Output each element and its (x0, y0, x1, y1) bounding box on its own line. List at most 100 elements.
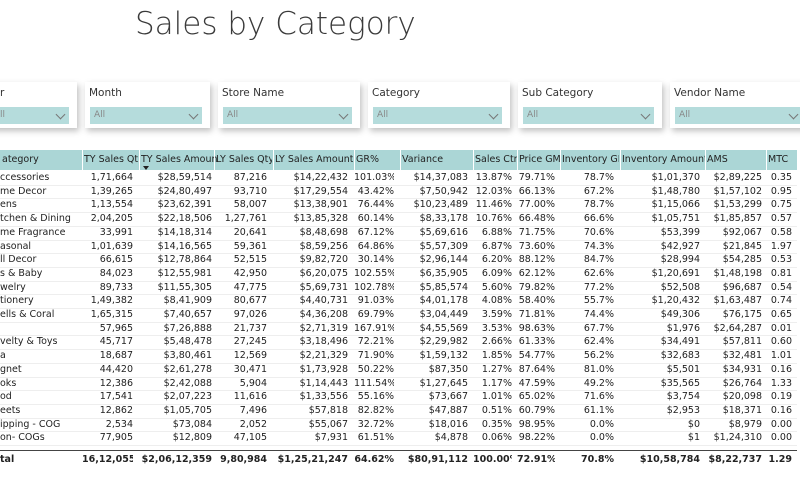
table-cell: 1,27,761 (224, 213, 267, 225)
table-cell: $2,61,278 (163, 363, 212, 375)
table-cell: 57,965 (99, 322, 133, 334)
slicer-dropdown[interactable]: All (675, 107, 800, 124)
table-cell: 0.06% (481, 432, 512, 444)
table-cell: $4,878 (434, 432, 468, 444)
column-header[interactable]: AMS (707, 154, 728, 165)
table-cell: $32,481 (722, 350, 762, 362)
column-header[interactable]: ategory (2, 154, 39, 165)
table-cell: $3,754 (666, 391, 700, 403)
table-cell: 0.75 (770, 199, 792, 211)
column-divider (560, 150, 561, 170)
column-divider (139, 150, 140, 170)
table-cell: 97,026 (233, 309, 267, 320)
table-cell: $1,57,102 (713, 185, 762, 197)
table-cell: $7,931 (314, 432, 348, 444)
table-cell: 100.00% (473, 454, 512, 465)
column-divider (273, 150, 274, 170)
column-header[interactable]: GR% (356, 154, 379, 165)
slicer-dropdown[interactable]: All (90, 107, 202, 124)
slicer: r ll (0, 82, 77, 128)
table-cell: 17,541 (99, 391, 133, 403)
slicer: Store Name All (218, 82, 360, 128)
table-cell: $5,85,574 (419, 281, 468, 293)
table-cell: 30,471 (233, 363, 267, 375)
table-cell: 0.95 (770, 185, 792, 197)
table-cell: $3,80,461 (163, 350, 212, 362)
slicer-dropdown[interactable]: ll (0, 107, 69, 124)
table-cell: 67.2% (583, 185, 614, 197)
table-cell: 66.6% (583, 213, 614, 225)
table-cell: 21,737 (233, 322, 267, 334)
dropdown-chevron (488, 109, 499, 120)
table-cell: 101.03% (354, 172, 394, 183)
slicer-dropdown[interactable]: All (373, 107, 502, 124)
table-cell: $2,96,144 (419, 254, 468, 266)
table-cell: $9,82,720 (299, 254, 348, 266)
table-cell: $1,33,556 (299, 391, 348, 403)
table-cell: $5,57,309 (419, 240, 468, 252)
table-cell: 56.2% (583, 350, 614, 362)
table-cell: $20,098 (722, 391, 762, 403)
table-cell: 66.48% (518, 213, 555, 225)
table-cell: 71.90% (357, 350, 394, 362)
table-cell: $12,78,864 (157, 254, 212, 266)
column-header[interactable]: Variance (402, 154, 444, 165)
column-header[interactable]: Price GM (519, 154, 560, 165)
table-cell: 0.65 (770, 309, 792, 320)
table-cell: 52,515 (233, 254, 267, 266)
table-cell: $2,06,12,359 (141, 454, 212, 465)
column-divider (400, 150, 401, 170)
column-header[interactable]: TY Sales Amount (141, 154, 217, 165)
table-cell: $1,85,857 (713, 213, 762, 225)
table-cell: 72.91% (517, 454, 555, 465)
column-header[interactable]: Sales Ctrl (475, 154, 517, 165)
column-header[interactable]: LY Sales Amount (275, 154, 353, 165)
table-cell: ipping - COG (0, 418, 61, 430)
table-cell: ll Decor (0, 254, 37, 266)
column-divider (82, 150, 83, 170)
slicer-dropdown[interactable]: All (523, 107, 654, 124)
table-cell: welry (0, 281, 26, 293)
column-header[interactable]: Inventory GM (562, 154, 619, 165)
table-cell: 67.7% (583, 322, 614, 334)
table-cell: tchen & Dining (0, 213, 71, 225)
slicer-dropdown[interactable]: All (223, 107, 352, 124)
table-cell: 84.7% (583, 254, 614, 266)
table-cell: 55.7% (583, 295, 614, 307)
column-header[interactable]: LY Sales Qty (216, 154, 272, 165)
table-cell: 74.4% (583, 309, 614, 320)
column-header[interactable]: Inventory Amount (622, 154, 705, 165)
column-header[interactable]: MTC (768, 154, 789, 165)
table-cell: 0.35 (770, 172, 792, 183)
slicer-label: Month (89, 87, 122, 99)
table-cell: 2,052 (239, 418, 267, 430)
row-separator (0, 212, 797, 214)
table-cell: me Fragrance (0, 226, 66, 238)
dropdown-chevron (188, 109, 199, 120)
table-cell: 0.35% (481, 418, 512, 430)
table-cell: 81.0% (583, 363, 614, 375)
table-cell: 70.8% (581, 454, 614, 465)
slicer: Sub Category All (518, 82, 662, 128)
table-cell: $52,508 (660, 281, 700, 293)
table-cell: $2,89,225 (713, 172, 762, 183)
slicer: Month All (85, 82, 210, 128)
column-header[interactable]: TY Sales Qty (84, 154, 138, 165)
table-cell: oks (0, 377, 17, 389)
table-cell: gnet (0, 363, 22, 375)
table-cell: 4.08% (481, 295, 512, 307)
table-cell: 1,71,664 (90, 172, 133, 183)
table-cell: $2,42,088 (163, 377, 212, 389)
table-cell: 72.21% (357, 336, 394, 348)
table-cell: $1,59,132 (419, 350, 468, 362)
table-cell: $1,24,310 (713, 432, 762, 444)
table-cell: 66.13% (518, 185, 555, 197)
table-cell: $5,501 (666, 363, 700, 375)
table-cell: velty & Toys (0, 336, 58, 348)
table-cell: $7,50,942 (419, 185, 468, 197)
row-separator (0, 417, 797, 419)
table-cell: 1,49,382 (90, 295, 133, 307)
table-cell: 89,733 (99, 281, 133, 293)
column-divider (705, 150, 706, 170)
table-cell: 0.16 (770, 404, 792, 416)
